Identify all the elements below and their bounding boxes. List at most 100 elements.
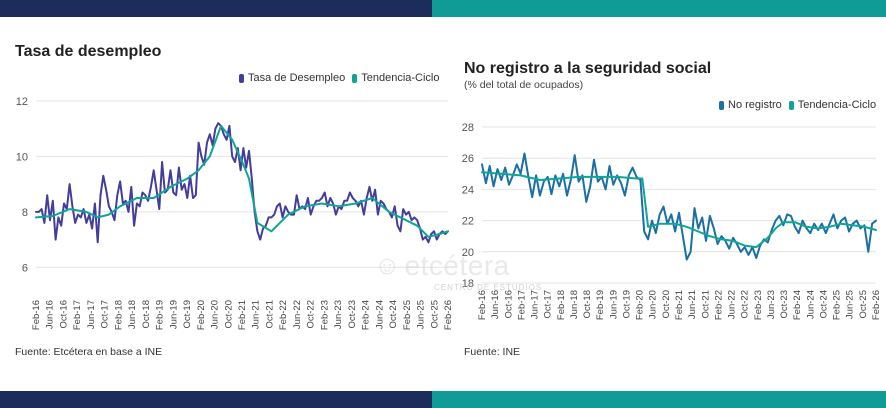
y-tick-label: 26	[462, 153, 474, 165]
x-tick-label: Oct-24	[388, 300, 399, 329]
x-tick-label: Oct-25	[858, 290, 869, 319]
watermark-subtitle: CENTRO DE ESTUDIOS	[434, 283, 543, 292]
x-tick-label: Feb-16	[477, 290, 488, 320]
x-tick-label: Jun-18	[127, 300, 138, 329]
x-tick-label: Jun-18	[569, 290, 580, 319]
x-tick-label: Jun-19	[608, 290, 619, 319]
x-tick-label: Feb-22	[713, 290, 724, 320]
x-tick-label: Feb-24	[792, 290, 803, 320]
x-tick-label: Jun-17	[530, 290, 541, 319]
watermark-name: etcétera	[404, 249, 510, 281]
top-bar-navy-segment	[0, 0, 432, 17]
legend-item-no-registro: No registro	[719, 99, 782, 111]
y-tick-label: 6	[22, 262, 28, 274]
y-tick-label: 28	[462, 122, 474, 134]
x-tick-label: Feb-19	[155, 300, 166, 330]
x-tick-label: Feb-24	[361, 300, 372, 330]
x-tick-label: Jun-16	[490, 290, 501, 319]
x-tick-label: Jun-23	[333, 300, 344, 329]
x-tick-label: Feb-25	[402, 300, 413, 330]
x-tick-label: Feb-21	[237, 300, 248, 330]
x-tick-label: Oct-19	[182, 300, 193, 329]
x-tick-label: Oct-23	[779, 290, 790, 319]
chart-left-legend: Tasa de Desempleo Tendencia-Ciclo	[239, 72, 447, 84]
x-tick-label: Jun-21	[687, 290, 698, 319]
y-tick-label: 10	[16, 151, 28, 163]
x-tick-label: Jun-24	[374, 300, 385, 329]
y-tick-label: 22	[462, 216, 474, 228]
x-tick-label: Feb-23	[753, 290, 764, 320]
x-tick-label: Jun-23	[766, 290, 777, 319]
series-line-no-registro	[481, 152, 877, 261]
legend-label: Tendencia-Ciclo	[797, 99, 877, 111]
x-tick-label: Feb-17	[516, 290, 527, 320]
legend-swatch	[719, 100, 724, 110]
x-tick-label: Feb-26	[871, 290, 882, 320]
x-tick-label: Feb-17	[72, 300, 83, 330]
x-tick-label: Oct-16	[58, 300, 69, 329]
x-tick-label: Oct-23	[347, 300, 358, 329]
series-line-tendencia-ciclo	[481, 171, 877, 249]
series-line-tendencia-ciclo	[35, 124, 449, 238]
x-tick-label: Oct-18	[582, 290, 593, 319]
x-tick-label: Feb-22	[278, 300, 289, 330]
x-tick-label: Feb-26	[443, 300, 454, 330]
x-tick-label: Jun-24	[805, 290, 816, 319]
x-tick-label: Feb-18	[556, 290, 567, 320]
bottom-color-bar	[0, 391, 886, 408]
legend-swatch	[788, 100, 794, 110]
legend-label: No registro	[728, 99, 782, 111]
x-tick-label: Feb-20	[196, 300, 207, 330]
x-tick-label: Jun-16	[45, 300, 56, 329]
x-tick-label: Jun-22	[292, 300, 303, 329]
x-tick-label: Feb-23	[319, 300, 330, 330]
watermark-logo-icon: ☺	[374, 250, 401, 280]
x-tick-label: Jun-25	[845, 290, 856, 319]
x-tick-label: Oct-20	[223, 300, 234, 329]
legend-swatch	[352, 73, 358, 83]
x-tick-label: Oct-17	[543, 290, 554, 319]
x-tick-label: Jun-19	[168, 300, 179, 329]
x-tick-label: Oct-19	[621, 290, 632, 319]
chart-right-subtitle: (% del total de ocupados)	[464, 79, 584, 91]
x-tick-label: Feb-18	[113, 300, 124, 330]
top-color-bar	[0, 0, 886, 17]
x-tick-label: Oct-16	[503, 290, 514, 319]
legend-label: Tendencia-Ciclo	[361, 72, 440, 84]
chart-left-source: Fuente: Etcétera en base a INE	[15, 346, 163, 358]
y-tick-label: 8	[22, 207, 28, 219]
bottom-bar-teal-segment	[432, 391, 886, 408]
x-tick-label: Feb-25	[832, 290, 843, 320]
chart-right-legend: No registro Tendencia-Ciclo	[719, 99, 883, 111]
x-tick-label: Oct-21	[700, 290, 711, 319]
x-tick-label: Jun-20	[210, 300, 221, 329]
legend-item-tasa: Tasa de Desempleo	[239, 72, 345, 84]
x-tick-label: Oct-17	[100, 300, 111, 329]
x-tick-label: Feb-19	[595, 290, 606, 320]
y-tick-label: 20	[462, 247, 474, 259]
watermark: ☺ etcétera	[374, 250, 510, 281]
x-tick-label: Jun-17	[86, 300, 97, 329]
x-tick-label: Oct-22	[306, 300, 317, 329]
legend-item-tendencia: Tendencia-Ciclo	[352, 72, 440, 84]
y-tick-label: 24	[462, 184, 474, 196]
chart-right-title: No registro a la seguridad social	[464, 60, 712, 77]
chart-left-title: Tasa de desempleo	[15, 43, 162, 60]
bottom-bar-navy-segment	[0, 391, 432, 408]
x-tick-label: Feb-21	[674, 290, 685, 320]
x-tick-label: Oct-22	[740, 290, 751, 319]
x-tick-label: Oct-21	[264, 300, 275, 329]
x-tick-label: Jun-25	[416, 300, 427, 329]
x-tick-label: Jun-22	[727, 290, 738, 319]
x-tick-label: Jun-20	[648, 290, 659, 319]
chart-right-source: Fuente: INE	[464, 346, 521, 358]
y-tick-label: 18	[462, 278, 474, 290]
x-tick-label: Jun-21	[251, 300, 262, 329]
x-tick-label: Oct-18	[141, 300, 152, 329]
x-tick-label: Feb-20	[635, 290, 646, 320]
x-tick-label: Oct-20	[661, 290, 672, 319]
top-bar-teal-segment	[432, 0, 886, 17]
legend-item-tendencia: Tendencia-Ciclo	[788, 99, 877, 111]
x-tick-label: Oct-25	[429, 300, 440, 329]
